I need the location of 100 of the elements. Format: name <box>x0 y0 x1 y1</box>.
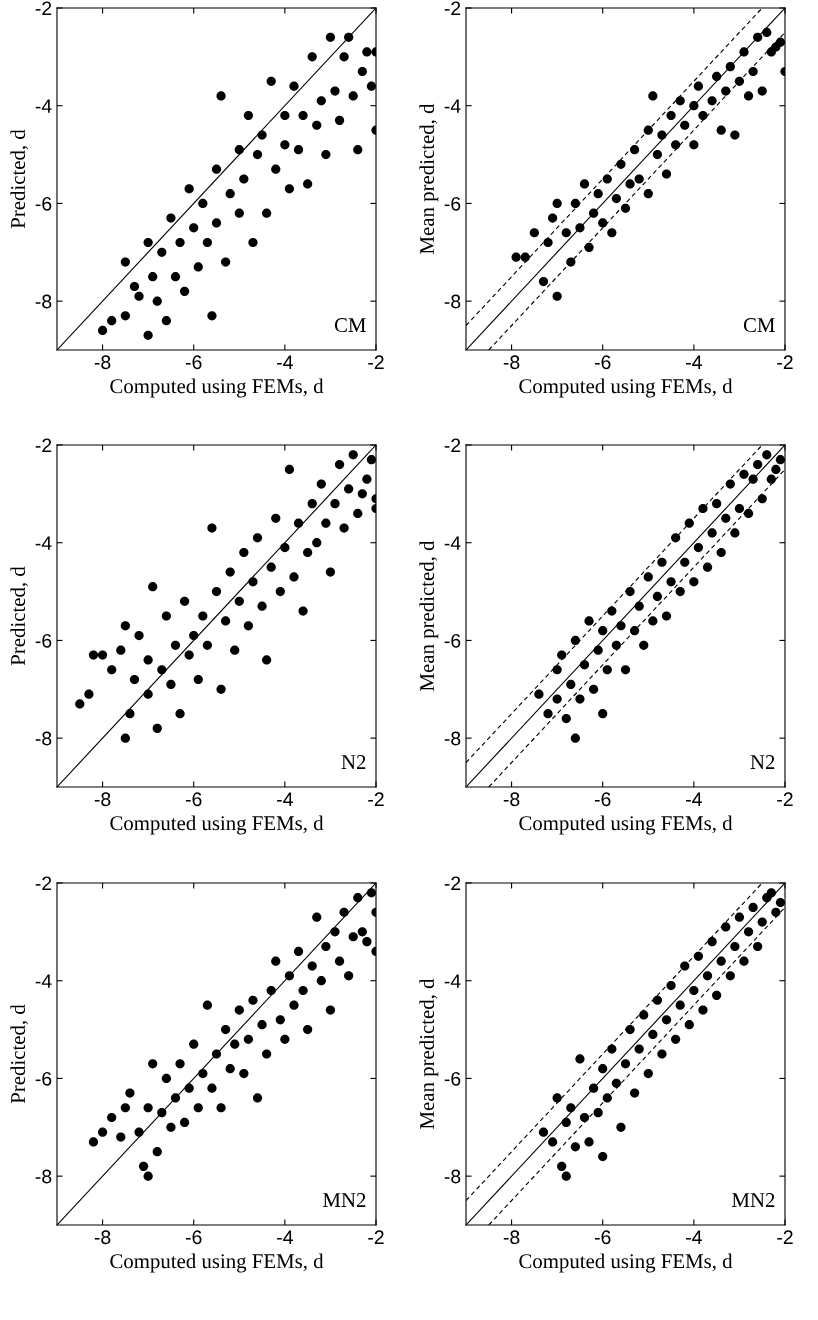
point <box>353 145 363 155</box>
point <box>266 76 276 86</box>
point <box>325 32 336 42</box>
x-tick-label: -4 <box>686 792 702 806</box>
point <box>207 311 217 321</box>
point <box>748 902 758 913</box>
point <box>698 503 708 514</box>
y-tick-label: -8 <box>444 1169 461 1184</box>
point <box>743 91 754 101</box>
x-tick-label: -4 <box>686 355 702 369</box>
point <box>652 995 663 1005</box>
x-tick-label: -8 <box>94 355 111 370</box>
point <box>152 296 162 306</box>
point <box>511 252 521 262</box>
point <box>611 193 621 204</box>
x-tick-label: -6 <box>594 792 611 807</box>
y-tick-label: -6 <box>35 1071 52 1086</box>
point <box>775 455 785 465</box>
point <box>730 528 740 538</box>
point <box>643 1068 653 1079</box>
y-tick-label: -6 <box>35 196 52 211</box>
point <box>620 203 631 213</box>
point <box>671 1034 681 1044</box>
point <box>166 213 176 223</box>
point <box>175 237 185 248</box>
point <box>575 1054 585 1064</box>
point <box>707 528 717 538</box>
point <box>762 27 772 38</box>
point <box>534 689 544 699</box>
point <box>680 120 690 130</box>
y-tick-label: -2 <box>444 1 461 16</box>
point <box>693 951 704 961</box>
point <box>97 325 108 336</box>
y-tick-label: -4 <box>444 974 461 988</box>
point <box>561 1117 571 1128</box>
x-tick-label: -8 <box>94 792 111 807</box>
point <box>671 140 681 150</box>
point <box>689 140 699 150</box>
point <box>280 110 290 121</box>
point <box>716 125 726 135</box>
point <box>570 198 580 209</box>
point <box>643 572 653 582</box>
point <box>598 1151 608 1162</box>
y-tick-label: -4 <box>444 536 461 550</box>
point <box>584 616 594 626</box>
y-tick-label: -2 <box>444 876 461 891</box>
point <box>698 110 708 121</box>
point <box>184 184 194 194</box>
point <box>575 223 585 233</box>
point <box>598 218 608 228</box>
point <box>743 508 754 519</box>
x-axis-title: Computed using FEMs, d <box>519 815 733 835</box>
point <box>566 257 576 267</box>
point <box>552 198 562 209</box>
point <box>680 961 690 971</box>
point <box>702 971 713 981</box>
point <box>707 96 717 106</box>
point <box>575 694 585 704</box>
x-tick-label: -6 <box>185 1230 202 1245</box>
y-tick-label: -4 <box>35 536 52 550</box>
point <box>757 494 767 504</box>
point <box>588 1083 599 1093</box>
point <box>312 120 322 130</box>
point <box>666 110 676 121</box>
point <box>607 606 617 616</box>
point <box>129 281 140 292</box>
point <box>607 228 617 238</box>
point <box>547 1137 558 1147</box>
point <box>362 47 372 57</box>
point <box>671 533 681 543</box>
point <box>602 1093 612 1103</box>
point <box>157 247 167 257</box>
point <box>634 174 644 184</box>
y-axis-title: Mean predicted, d <box>419 103 439 254</box>
point <box>666 577 676 587</box>
point <box>566 1103 576 1113</box>
x-tick-label: -6 <box>185 355 202 370</box>
point <box>211 218 222 228</box>
point <box>107 316 117 326</box>
point <box>707 937 717 947</box>
point <box>120 311 130 321</box>
annotation: N2 <box>341 755 366 769</box>
x-tick-label: -2 <box>777 1230 793 1244</box>
point <box>584 242 594 253</box>
point <box>766 888 776 898</box>
point <box>712 71 722 82</box>
x-tick-label: -4 <box>277 1230 293 1244</box>
y-axis-title: Mean predicted, d <box>419 978 439 1129</box>
point <box>579 660 590 670</box>
annotation: CM <box>334 318 366 333</box>
point <box>234 208 244 218</box>
y-tick-label: -2 <box>35 876 52 891</box>
point <box>775 897 785 908</box>
point <box>189 223 199 233</box>
point <box>339 52 349 62</box>
point <box>547 213 558 223</box>
point <box>262 208 272 218</box>
point <box>693 542 704 553</box>
y-tick-label: -8 <box>35 1169 52 1184</box>
point <box>293 145 304 155</box>
